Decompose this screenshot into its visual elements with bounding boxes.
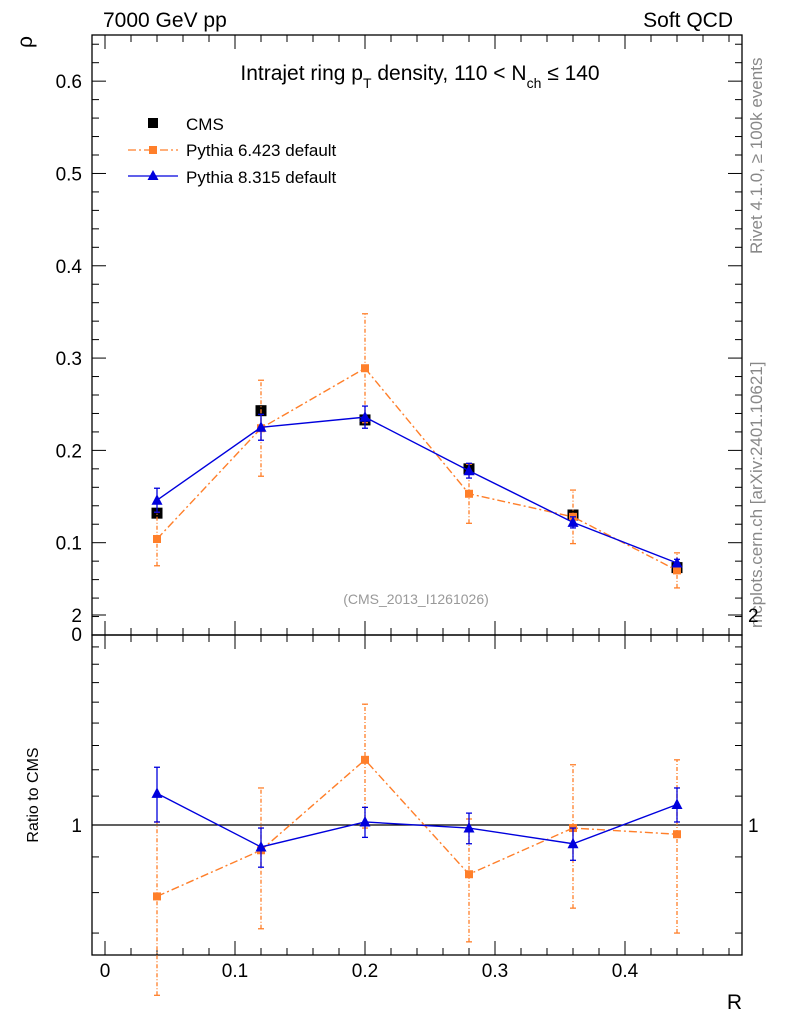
pythia8-data-point [151, 494, 163, 505]
pythia6-data-point [361, 364, 369, 373]
x-tick-label: 0 [100, 961, 111, 982]
y-axis-label-main: ρ [14, 36, 37, 48]
x-tick-label: 0.2 [352, 961, 378, 982]
title-part-post: ≤ 140 [541, 62, 599, 85]
header-right: Soft QCD [643, 9, 733, 32]
pythia6-data-point [465, 489, 473, 498]
ratio-pythia8-point [567, 837, 579, 849]
pythia6-data-point [153, 535, 161, 543]
y-axis-label-ratio: Ratio to CMS [25, 747, 42, 842]
ratio-pythia8-point [359, 815, 371, 827]
ratio-pythia6-point [153, 892, 161, 901]
y-tick-label-main: 0.3 [56, 349, 82, 370]
pythia8-data-point [359, 411, 371, 422]
y-tick-label-main: 0.2 [56, 441, 82, 462]
ratio-pythia6-line [156, 758, 678, 898]
ratio-pythia6-point [673, 830, 681, 839]
ratio-pythia6-point [465, 870, 473, 879]
ratio-pythia8-point [255, 840, 267, 852]
ratio-pythia8-line [156, 792, 678, 848]
pythia8-line [156, 416, 678, 564]
y-tick-label-main: 0.4 [56, 257, 83, 278]
ratio-pythia8-point [671, 798, 683, 810]
y-tick-label-ratio: 1 [71, 816, 82, 837]
header-left: 7000 GeV pp [103, 9, 227, 32]
legend-label-cms: CMS [186, 115, 224, 134]
cms-data-point [151, 507, 163, 519]
x-axis-label: R [727, 991, 742, 1014]
ratio-pythia8-point [463, 822, 475, 833]
title-sub-ch: ch [527, 75, 542, 91]
legend-label-pythia6: Pythia 6.423 default [186, 141, 337, 160]
title-part-pre: Intrajet ring p [240, 62, 363, 85]
ratio-pythia6-point [361, 755, 369, 764]
y-tick-label-ratio: 2 [71, 606, 82, 627]
legend-marker-cms [148, 118, 158, 128]
mcplots-label: mcplots.cern.ch [arXiv:2401.10621] [747, 362, 766, 628]
analysis-watermark: (CMS_2013_I1261026) [343, 591, 489, 607]
pythia8-data-point [463, 464, 475, 476]
y-tick-label-main: 0.6 [56, 72, 82, 93]
ratio-plot-frame [91, 634, 743, 956]
pythia8-data-point [567, 516, 579, 527]
y-tick-label-main-zero: 0 [71, 625, 82, 646]
ratio-pythia8-point [151, 787, 163, 798]
x-tick-label: 0.4 [612, 961, 639, 982]
y-tick-label-ratio-right: 2 [748, 606, 759, 627]
y-tick-label-main: 0.5 [56, 164, 82, 185]
y-tick-label-main: 0.1 [56, 534, 82, 555]
main-title: Intrajet ring pT density, 110 < Nch ≤ 14… [240, 62, 599, 91]
legend: CMS Pythia 6.423 default Pythia 8.315 de… [128, 115, 337, 187]
y-tick-label-ratio-right: 1 [748, 816, 759, 837]
pythia6-data-point [673, 566, 681, 575]
title-part-mid: density, 110 < N [372, 62, 527, 85]
plot-layer: 00.10.20.30.40.10.20.30.40.50.600.50.511… [56, 34, 759, 996]
rivet-label: Rivet 4.1.0, ≥ 100k events [747, 58, 766, 254]
legend-label-pythia8: Pythia 8.315 default [186, 168, 337, 187]
title-sub-t: T [363, 75, 372, 91]
pythia6-line [156, 367, 678, 572]
x-tick-label: 0.1 [222, 961, 248, 982]
x-tick-label: 0.3 [482, 961, 508, 982]
legend-marker-pythia6 [149, 146, 157, 154]
pythia8-data-point [671, 557, 683, 568]
pythia8-data-point [255, 421, 267, 432]
legend-marker-pythia8 [147, 170, 159, 180]
